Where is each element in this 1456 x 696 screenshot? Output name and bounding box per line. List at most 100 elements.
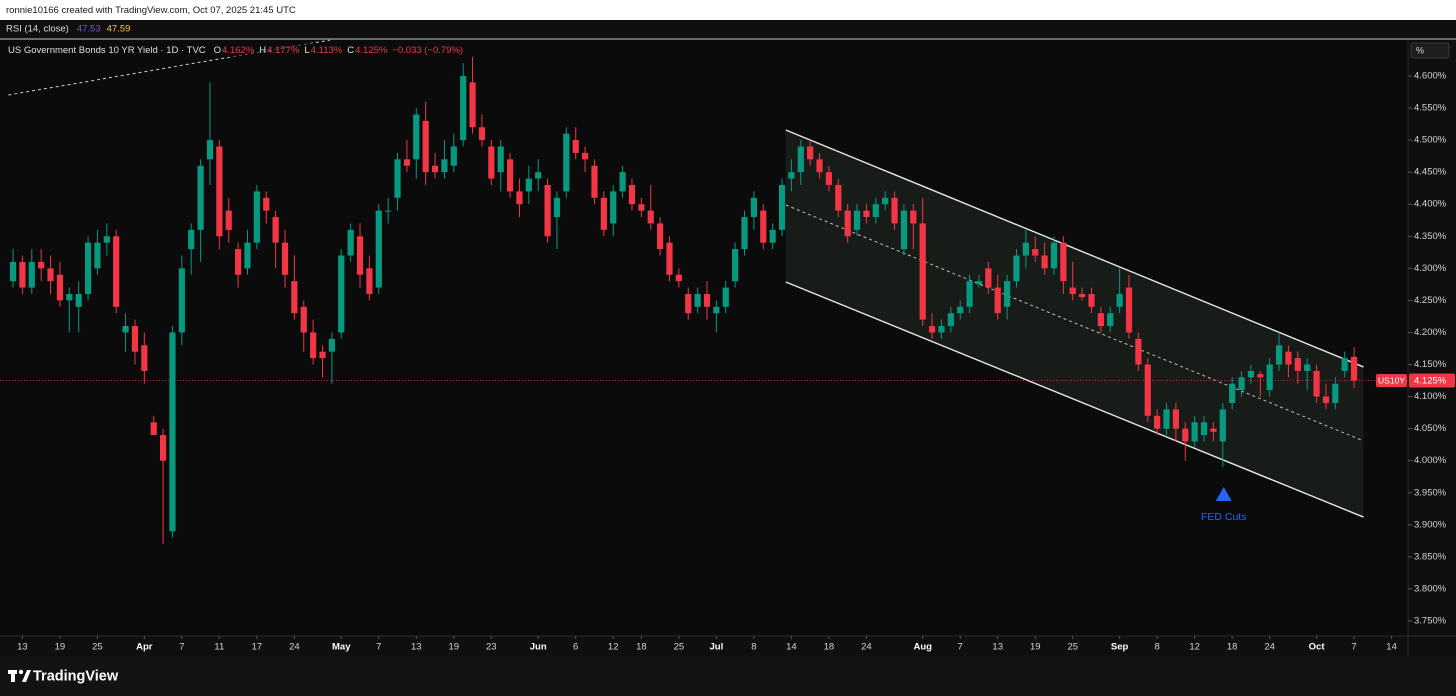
candle-body xyxy=(788,172,795,179)
candle-body xyxy=(469,82,476,128)
candle-body xyxy=(741,217,748,250)
candle-body xyxy=(1032,249,1039,256)
x-tick-label: 18 xyxy=(824,642,835,653)
candle-body xyxy=(225,210,232,230)
candle-body xyxy=(657,223,664,250)
candle-body xyxy=(460,75,467,141)
candle-body xyxy=(394,159,401,198)
x-tick-label: 12 xyxy=(608,642,619,653)
candle-body xyxy=(431,165,439,173)
candle-body xyxy=(957,306,964,314)
candle-body xyxy=(628,184,636,205)
candle-body xyxy=(1003,281,1011,307)
candle-body xyxy=(1313,370,1320,397)
candle-body xyxy=(1219,409,1226,442)
x-tick-label: 12 xyxy=(1189,642,1200,653)
candle-body xyxy=(141,345,148,371)
channel-lower xyxy=(785,281,1364,518)
x-tick-label: 19 xyxy=(55,642,66,653)
candle-body xyxy=(1332,383,1339,403)
y-tick-label: 4.100% xyxy=(1414,391,1447,402)
candle-body xyxy=(638,204,645,211)
candle-body xyxy=(807,146,814,160)
candle-body xyxy=(47,268,54,282)
x-tick-label: 19 xyxy=(449,642,460,653)
candle-body xyxy=(1135,338,1142,365)
candle-body xyxy=(159,435,167,461)
price-tag xyxy=(1409,373,1455,388)
candle-body xyxy=(122,326,129,333)
candle-body xyxy=(1210,428,1217,432)
annotation-arrow xyxy=(1215,487,1232,502)
candle-body xyxy=(1341,358,1348,371)
candle-body xyxy=(1144,364,1151,416)
candle-body xyxy=(647,210,654,224)
x-tick-label: 7 xyxy=(376,642,381,653)
legend-bg xyxy=(4,43,404,57)
x-tick-label: 7 xyxy=(1351,642,1356,653)
candle-body xyxy=(1069,287,1076,294)
x-tick-label: Sep xyxy=(1111,642,1129,653)
candle-body xyxy=(1050,242,1058,269)
candle-body xyxy=(1285,351,1292,365)
channel-middle xyxy=(785,204,1364,442)
x-tick-label: 7 xyxy=(958,642,963,653)
candle-body xyxy=(413,114,420,160)
candle-body xyxy=(375,210,382,288)
candle-body xyxy=(1172,409,1179,429)
candle-body xyxy=(581,152,589,160)
candle-body xyxy=(732,249,739,282)
y-tick-label: 4.000% xyxy=(1414,455,1447,466)
candle-body xyxy=(1107,313,1114,327)
candle-body xyxy=(600,197,607,230)
candle-body xyxy=(516,191,523,205)
candle-body xyxy=(610,191,617,224)
candle-body xyxy=(300,306,307,333)
candle-body xyxy=(113,236,120,307)
candle-body xyxy=(1097,313,1104,327)
y-tick-label: 3.950% xyxy=(1414,487,1447,498)
candle-body xyxy=(666,242,673,275)
y-tick-label: 4.350% xyxy=(1414,231,1447,242)
legend-key: L xyxy=(304,45,309,56)
logo-shape xyxy=(22,670,31,682)
candle-body xyxy=(75,293,82,307)
candle-body xyxy=(450,146,457,166)
candle-body xyxy=(19,261,26,288)
x-tick-label: 13 xyxy=(17,642,28,653)
x-tick-label: 24 xyxy=(1264,642,1275,653)
x-tick-label: 8 xyxy=(751,642,756,653)
candle-body xyxy=(1247,370,1255,378)
candle-body xyxy=(1200,422,1208,436)
candle-body xyxy=(319,351,326,359)
y-tick-label: 3.750% xyxy=(1414,616,1447,627)
candle-body xyxy=(910,210,917,224)
legend-value: 4.113% xyxy=(311,45,343,56)
candle-body xyxy=(478,127,486,141)
x-tick-label: 11 xyxy=(214,642,224,653)
candle-body xyxy=(928,326,936,333)
legend-key: H xyxy=(259,45,266,56)
candle-body xyxy=(891,197,898,224)
candle-body xyxy=(291,281,298,314)
credit: ronnie10166 created with TradingView.com… xyxy=(6,5,296,16)
candle-body xyxy=(56,274,64,301)
x-tick-label: 23 xyxy=(486,642,497,653)
y-tick-label: 4.250% xyxy=(1414,295,1447,306)
candle-body xyxy=(1116,293,1123,307)
candle-body xyxy=(385,210,392,212)
candle-body xyxy=(778,184,786,230)
legend-value: 4.125% xyxy=(355,45,388,56)
candle-body xyxy=(1013,255,1020,282)
chart-title: US Government Bonds 10 YR Yield · 1D · T… xyxy=(8,45,206,56)
candle-body xyxy=(1275,345,1283,365)
candle-body xyxy=(900,210,908,250)
legend-value: 4.162% xyxy=(222,45,255,56)
x-tick-label: 8 xyxy=(1154,642,1159,653)
x-tick-label: Oct xyxy=(1309,642,1326,653)
candle-body xyxy=(1304,364,1311,371)
candle-body xyxy=(769,229,776,243)
candle-body xyxy=(1041,255,1048,269)
candle-body xyxy=(38,261,45,269)
